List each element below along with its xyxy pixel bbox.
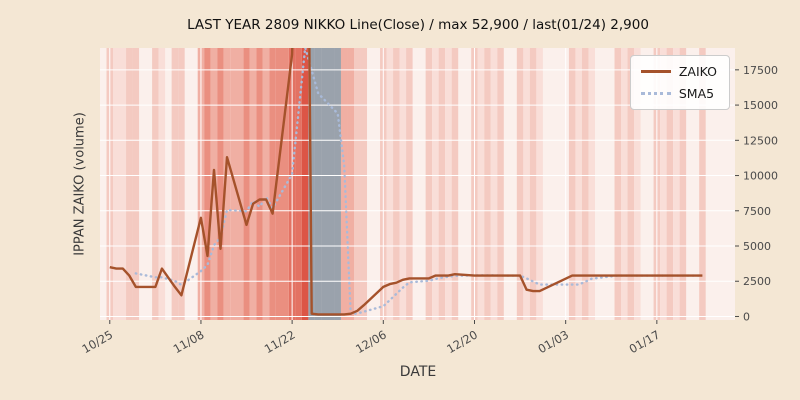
sma5-line-icon (640, 92, 671, 95)
svg-text:12500: 12500 (743, 134, 778, 147)
svg-text:12/20: 12/20 (444, 327, 480, 356)
y-axis-label: IPPAN ZAIKO (volume) (72, 112, 88, 256)
svg-text:0: 0 (743, 310, 750, 323)
svg-text:11/08: 11/08 (171, 327, 207, 356)
svg-text:01/17: 01/17 (627, 327, 663, 356)
legend-label-zaiko: ZAIKO (678, 64, 717, 79)
svg-text:01/03: 01/03 (535, 327, 571, 356)
svg-text:10/25: 10/25 (80, 327, 116, 356)
x-axis-label: DATE (399, 364, 437, 380)
svg-text:10000: 10000 (743, 170, 778, 183)
legend-item-sma5: SMA5 (640, 86, 717, 101)
zaiko-line (109, 48, 703, 316)
svg-text:5000: 5000 (743, 240, 771, 253)
zaiko-line-icon (640, 70, 671, 73)
chart-title: LAST YEAR 2809 NIKKO Line(Close) / max 5… (187, 17, 649, 33)
legend-label-sma5: SMA5 (678, 86, 715, 101)
legend-item-zaiko: ZAIKO (640, 64, 717, 79)
svg-text:15000: 15000 (743, 99, 778, 112)
svg-text:2500: 2500 (743, 275, 771, 288)
svg-text:7500: 7500 (743, 205, 771, 218)
svg-text:11/22: 11/22 (262, 327, 298, 356)
plot-content (100, 48, 735, 320)
svg-text:17500: 17500 (743, 64, 778, 77)
legend-box: ZAIKO SMA5 (629, 55, 730, 110)
svg-text:12/06: 12/06 (353, 327, 389, 356)
